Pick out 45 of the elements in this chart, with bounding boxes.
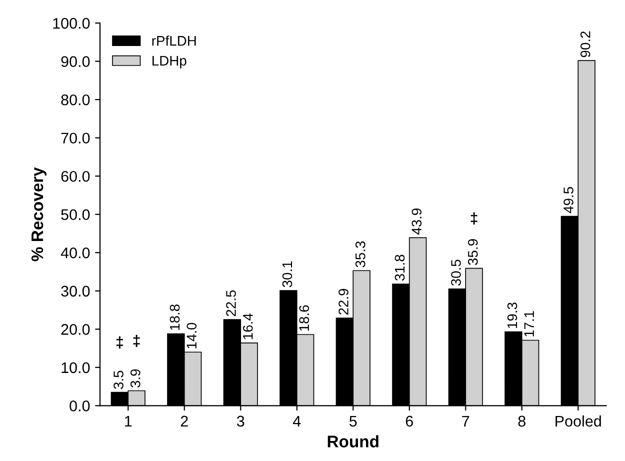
data-label: 18.6: [299, 305, 310, 331]
data-label: 22.5: [226, 290, 236, 316]
y-tick-label: 0.0: [70, 400, 90, 412]
legend-label: LDHp: [152, 56, 186, 68]
x-tick-label: 7: [462, 416, 470, 426]
y-tick-label: 20.0: [61, 324, 90, 335]
data-label: 17.1: [524, 311, 534, 336]
y-tick-label: 80.0: [61, 94, 90, 106]
x-tick-label: Pooled: [556, 415, 601, 427]
y-tick-label: 50.0: [61, 209, 90, 220]
data-label: 30.5: [451, 260, 461, 286]
data-label: 19.3: [507, 302, 518, 328]
y-tick-label: 70.0: [61, 132, 90, 144]
data-label: 3.5: [114, 370, 124, 389]
x-tick-label: 4: [292, 416, 301, 426]
annotation: ‡: [116, 336, 123, 349]
data-label: 3.9: [130, 369, 140, 388]
y-tick-label: 40.0: [60, 247, 90, 258]
y-tick-label: 60.0: [61, 170, 90, 182]
annotation: ‡: [133, 334, 140, 347]
x-tick-label: 5: [349, 416, 357, 427]
data-label: 16.4: [242, 314, 253, 340]
data-label: 35.3: [355, 241, 366, 268]
data-label: 43.9: [412, 208, 422, 235]
y-axis-title: % Recovery: [31, 167, 46, 262]
legend-label: rPfLDH: [152, 36, 196, 46]
y-tick-label: 100.0: [53, 18, 90, 29]
data-label: 31.8: [394, 254, 405, 281]
x-axis-title: Round: [328, 435, 378, 448]
data-label: 30.1: [282, 261, 292, 288]
x-tick-label: 8: [518, 416, 526, 427]
annotation: ‡: [470, 212, 478, 225]
data-label: 22.9: [338, 288, 348, 315]
y-tick-label: 30.0: [61, 286, 90, 297]
x-tick-label: 3: [236, 416, 244, 427]
x-tick-label: 1: [125, 416, 132, 426]
y-tick-label: 90.0: [61, 56, 90, 67]
data-label: 90.2: [580, 31, 590, 58]
x-tick-label: 6: [406, 416, 413, 427]
data-label: 18.8: [170, 304, 180, 330]
data-label: 49.5: [564, 187, 574, 214]
y-tick-label: 10.0: [62, 362, 90, 374]
x-tick-label: 2: [180, 416, 188, 426]
data-label: 35.9: [468, 239, 478, 266]
data-label: 14.0: [186, 322, 197, 348]
